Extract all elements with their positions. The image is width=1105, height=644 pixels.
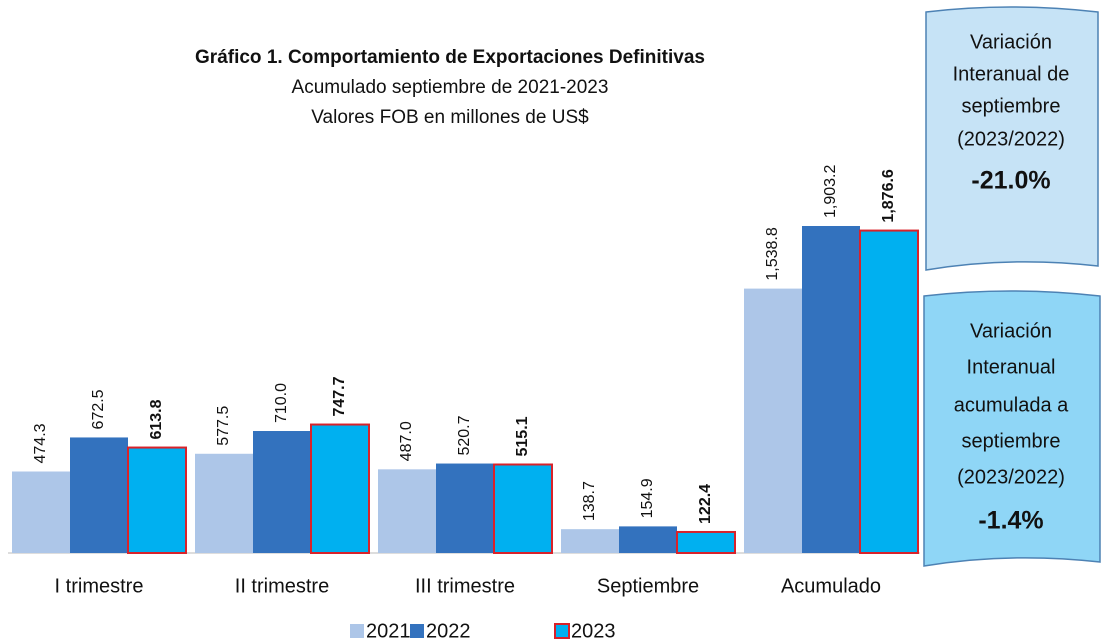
bar <box>378 469 436 553</box>
bar <box>676 530 736 554</box>
chart-title: Gráfico 1. Comportamiento de Exportacion… <box>195 47 705 68</box>
annotation-text: Interanual <box>967 356 1056 378</box>
x-tick-label: II trimestre <box>235 575 329 597</box>
legend-label: 2022 <box>426 620 471 642</box>
data-label: 613.8 <box>148 399 165 439</box>
bar <box>310 423 370 554</box>
data-label: 122.4 <box>697 484 714 524</box>
annotation-text: septiembre <box>962 95 1061 117</box>
x-tick-label: Septiembre <box>597 575 699 597</box>
chart-subtitle: Valores FOB en millones de US$ <box>311 107 589 128</box>
bar <box>127 446 187 554</box>
bar <box>561 529 619 553</box>
data-label: 474.3 <box>32 423 49 463</box>
bar <box>253 431 311 553</box>
data-label: 747.7 <box>331 376 348 416</box>
annotation-text: (2023/2022) <box>957 128 1065 150</box>
annotation-text: (2023/2022) <box>957 466 1065 488</box>
bar <box>70 437 128 553</box>
data-label: 154.9 <box>639 478 656 518</box>
x-tick-label: Acumulado <box>781 575 881 597</box>
x-tick-label: I trimestre <box>55 575 144 597</box>
legend-swatch <box>410 624 424 638</box>
annotation-value: -21.0% <box>971 167 1050 195</box>
bar <box>12 471 70 553</box>
legend-label: 2023 <box>571 620 616 642</box>
data-label: 1,538.8 <box>764 227 781 280</box>
bar <box>619 526 677 553</box>
data-label: 1,876.6 <box>880 169 897 222</box>
data-label: 710.0 <box>273 383 290 423</box>
legend-label: 2021 <box>366 620 411 642</box>
data-label: 138.7 <box>581 481 598 521</box>
bar <box>859 229 919 554</box>
chart-subtitle: Acumulado septiembre de 2021-2023 <box>292 77 609 98</box>
annotation-text: Interanual de <box>953 63 1070 85</box>
annotation-text: Variación <box>970 320 1052 342</box>
data-label: 520.7 <box>456 415 473 455</box>
data-label: 487.0 <box>398 421 415 461</box>
annotation-value: -1.4% <box>978 507 1043 535</box>
bar <box>744 288 802 553</box>
data-label: 672.5 <box>90 389 107 429</box>
annotation-text: acumulada a <box>954 394 1069 416</box>
data-label: 515.1 <box>514 416 531 456</box>
data-label: 1,903.2 <box>822 165 839 218</box>
x-tick-label: III trimestre <box>415 575 515 597</box>
data-label: 577.5 <box>215 406 232 446</box>
bar <box>436 463 494 553</box>
bar <box>802 226 860 553</box>
annotation-text: septiembre <box>962 430 1061 452</box>
annotation-text: Variación <box>970 31 1052 53</box>
bar <box>195 453 253 553</box>
annotation-box <box>923 290 1101 567</box>
legend-swatch <box>350 624 364 638</box>
annotation-box <box>925 6 1099 271</box>
bar <box>493 463 553 555</box>
legend-swatch <box>554 623 570 639</box>
